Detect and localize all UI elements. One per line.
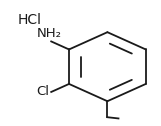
Text: Cl: Cl	[36, 85, 49, 98]
Text: HCl: HCl	[17, 13, 41, 27]
Text: NH₂: NH₂	[37, 27, 62, 40]
